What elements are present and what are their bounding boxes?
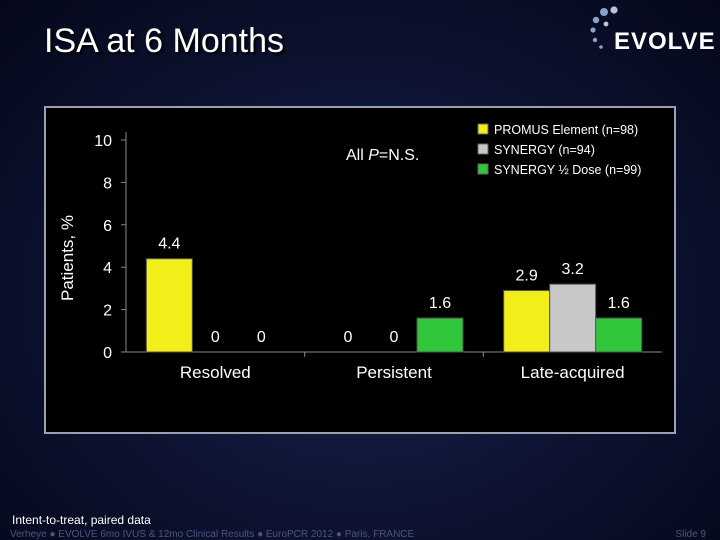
data-label: 0 xyxy=(390,329,399,346)
data-label: 0 xyxy=(344,329,353,346)
y-tick-label: 10 xyxy=(94,133,112,150)
legend-swatch xyxy=(477,143,489,155)
bar-chart: 0 2 4 6 8 10 Resolved Persistent Late-acquired 4… xyxy=(58,123,662,382)
y-axis-label: Patients, % xyxy=(58,215,77,301)
data-label: 0 xyxy=(257,329,266,346)
legend: PROMUS Element (n=98) SYNERGY (n=94) SYNER… xyxy=(477,123,641,177)
legend-entry: PROMUS Element (n=98) xyxy=(494,123,638,137)
data-label: 3.2 xyxy=(562,261,584,278)
data-label: 0 xyxy=(211,329,220,346)
data-label: 1.6 xyxy=(608,295,630,312)
legend-swatch xyxy=(477,163,489,175)
y-tick-label: 2 xyxy=(103,303,112,320)
y-tick-label: 0 xyxy=(103,345,112,362)
data-label: 2.9 xyxy=(516,268,538,285)
bar xyxy=(145,258,193,353)
bar xyxy=(503,290,551,353)
y-tick-label: 8 xyxy=(103,175,112,192)
x-category-label: Resolved xyxy=(180,363,251,382)
bar xyxy=(549,283,597,353)
slide-title: ISA at 6 Months xyxy=(44,22,285,60)
slide-number: Slide 9 xyxy=(675,529,706,540)
bar xyxy=(416,317,464,353)
data-label: 1.6 xyxy=(429,295,451,312)
y-tick-label: 6 xyxy=(103,218,112,235)
logo-text: EVOLVE xyxy=(614,28,716,55)
citation: Verheye ● EVOLVE 6mo IVUS & 12mo Clinica… xyxy=(10,529,415,540)
p-value-annotation: All P=N.S. xyxy=(346,147,419,164)
evolve-logo-icon xyxy=(590,6,618,49)
chart-panel: 0 2 4 6 8 10 Resolved Persistent Late-acquired 4… xyxy=(44,106,676,434)
footnote: Intent-to-treat, paired data xyxy=(12,513,151,527)
y-tick-label: 4 xyxy=(103,260,112,277)
legend-entry: SYNERGY ½ Dose (n=99) xyxy=(494,163,641,177)
data-label: 4.4 xyxy=(158,236,180,253)
legend-entry: SYNERGY (n=94) xyxy=(494,143,595,157)
x-category-label: Persistent xyxy=(356,363,432,382)
legend-swatch xyxy=(477,123,489,135)
bar xyxy=(595,317,643,353)
x-category-label: Late-acquired xyxy=(521,363,625,382)
